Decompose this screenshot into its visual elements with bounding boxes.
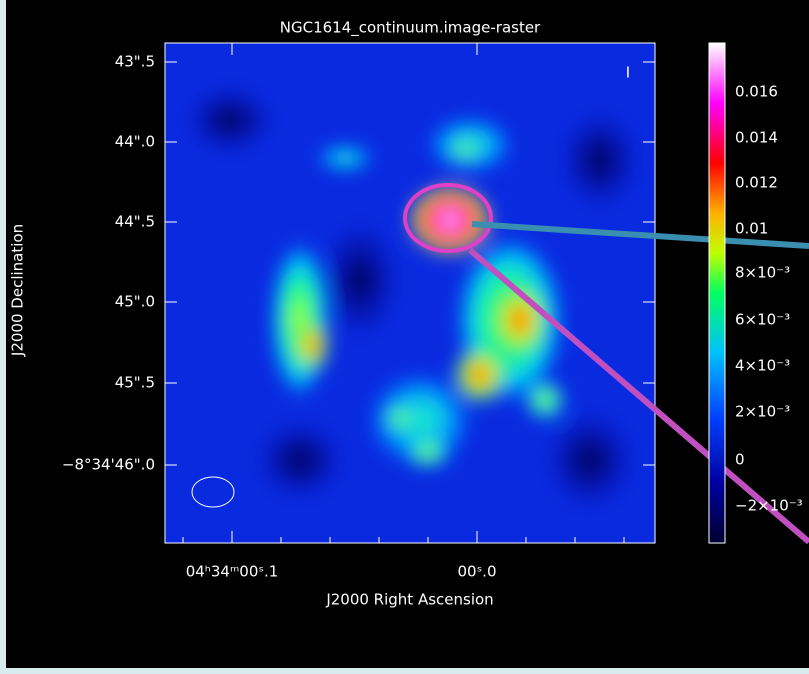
colorbar-tick-label: −2×10⁻³ [735, 497, 803, 515]
title: NGC1614_continuum.image-raster [280, 19, 541, 38]
window-edge [0, 668, 809, 674]
colorbar-tick-label: 8×10⁻³ [735, 264, 790, 282]
y-tick-label: 45".5 [115, 374, 155, 392]
pointer-line [471, 221, 809, 249]
highlight-ellipse [403, 183, 493, 253]
colorbar-tick-label: 4×10⁻³ [735, 357, 790, 375]
plot-frame [164, 42, 656, 544]
colorbar-labels: 0.016 0.014 0.012 0.01 8×10⁻³ 6×10⁻³ 4×1… [735, 83, 803, 515]
x-tick-label: 04ʰ34ᵐ00ˢ.1 [186, 563, 279, 581]
y-tick-label: 44".0 [115, 133, 155, 151]
y-tick-label: −8°34'46".0 [62, 456, 155, 474]
colorbar-tick-label: 0.016 [735, 83, 778, 101]
y-tick-label: 44".5 [115, 213, 155, 231]
y-axis-label: J2000 Declination [9, 224, 27, 357]
beam-ellipse [191, 476, 235, 508]
colorbar-tick-label: 0.01 [735, 220, 768, 238]
colorbar-tick-label: 6×10⁻³ [735, 311, 790, 329]
raster-image [165, 43, 655, 543]
colorbar-tick-label: 2×10⁻³ [735, 403, 790, 421]
x-tick-label: 00ˢ.0 [458, 563, 497, 581]
colorbar-tick-label: 0 [735, 451, 745, 469]
colorbar-tick-label: 0.012 [735, 174, 778, 192]
pointer-line [468, 247, 809, 545]
stokes-label: I [626, 64, 630, 82]
colorbar-tick-label: 0.014 [735, 129, 778, 147]
x-axis-label: J2000 Right Ascension [325, 591, 493, 609]
y-tick-label: 45".0 [115, 293, 155, 311]
y-tick-label: 43".5 [115, 53, 155, 71]
colorbar [708, 42, 726, 544]
axis-ticks [165, 43, 655, 543]
window-edge [0, 0, 6, 674]
